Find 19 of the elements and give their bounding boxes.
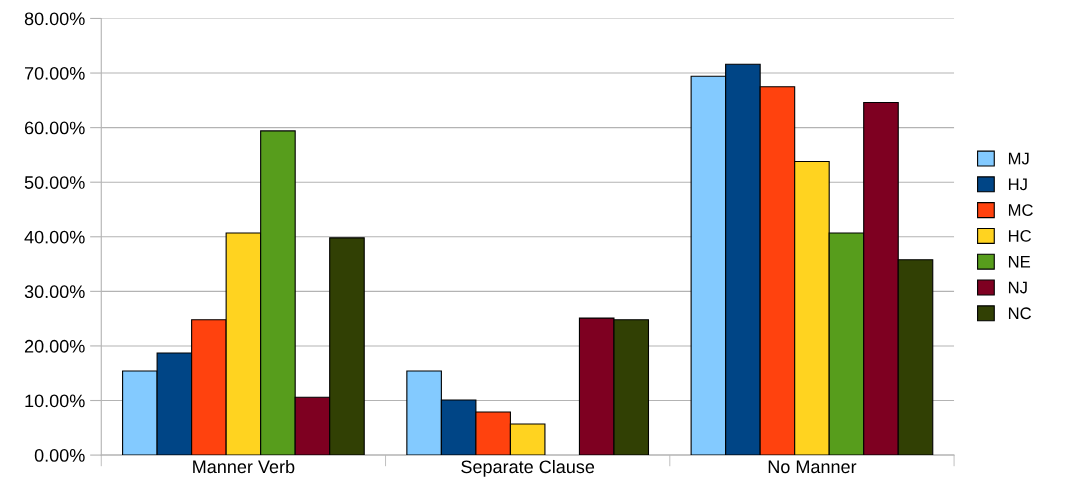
legend-label: NC: [1008, 307, 1032, 320]
y-tick-label: 20.00%: [24, 339, 85, 353]
y-tick-label: 30.00%: [24, 285, 85, 299]
legend-label: MJ: [1008, 152, 1029, 165]
y-tick-label: 70.00%: [24, 66, 85, 80]
y-tick-label: 10.00%: [25, 394, 85, 408]
x-tick-label: No Manner: [768, 460, 857, 474]
legend-label: HC: [1008, 229, 1032, 242]
legend-label: NJ: [1008, 281, 1027, 294]
legend-label: MC: [1008, 204, 1033, 216]
x-tick-label: Separate Clause: [461, 459, 595, 477]
x-tick-label: Manner Verb: [193, 459, 295, 474]
y-tick-label: 50.00%: [24, 176, 85, 189]
y-tick-label: 60.00%: [24, 121, 85, 135]
y-tick-label: 0.00%: [34, 449, 85, 462]
legend-label: HJ: [1008, 178, 1027, 191]
y-tick-label: 80.00%: [24, 12, 85, 26]
legend-label: NE: [1008, 255, 1031, 268]
y-tick-label: 40.00%: [24, 230, 85, 244]
